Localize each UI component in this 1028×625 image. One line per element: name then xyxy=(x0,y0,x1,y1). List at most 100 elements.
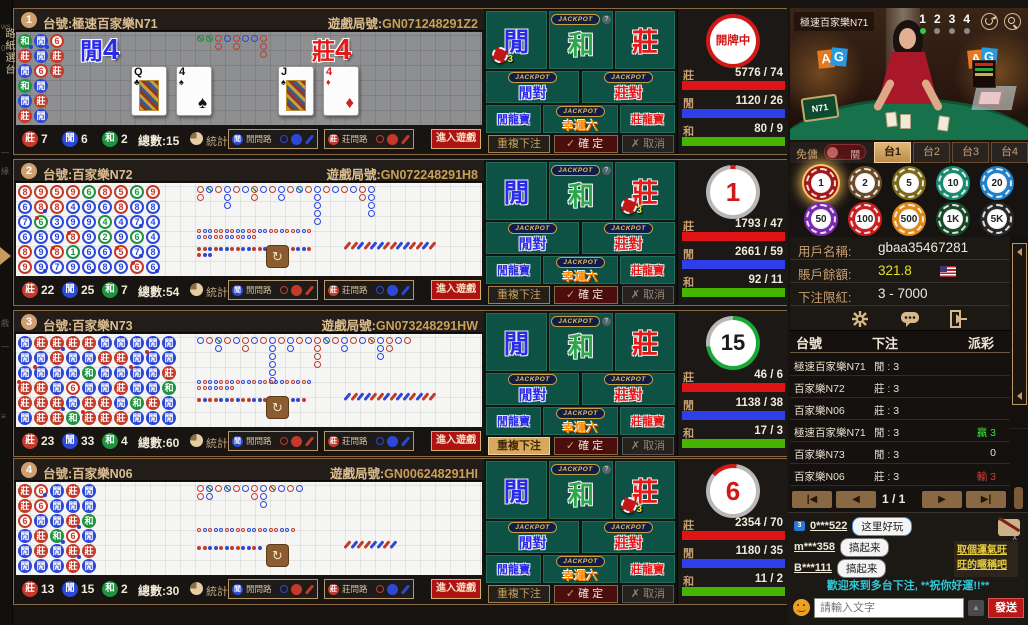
chip-50-button[interactable]: 50 xyxy=(804,202,838,236)
banker-ask-road-button[interactable]: 莊莊問路 xyxy=(324,280,414,300)
bet-banker-dragon-cell[interactable]: 莊龍寶 xyxy=(620,105,675,133)
help-icon[interactable]: ? xyxy=(601,465,611,474)
tab-table-2[interactable]: 台2 xyxy=(913,142,950,163)
chip-1K-button[interactable]: 1K xyxy=(936,202,970,236)
camera-4-button[interactable]: 4 xyxy=(963,12,970,34)
chip-5-button[interactable]: 5 xyxy=(892,166,926,200)
bet-tie-cell[interactable]: JACKPOT? 和 xyxy=(549,461,613,519)
chat-input[interactable] xyxy=(814,598,964,618)
cancel-button[interactable]: ✗ 取消 xyxy=(622,286,674,304)
player-ask-road-button[interactable]: 閒閒問路 xyxy=(228,431,318,451)
repeat-bet-button[interactable]: 重複下注 xyxy=(488,437,550,455)
enter-game-button[interactable]: 進入遊戲 xyxy=(431,280,481,300)
promo-close-icon[interactable]: x xyxy=(1012,532,1018,542)
nickname-promo[interactable]: x 取個運氣旺 旺的暱稱吧 xyxy=(954,532,1018,577)
cancel-button[interactable]: ✗ 取消 xyxy=(622,437,674,455)
repeat-bet-button[interactable]: 重複下注 xyxy=(488,286,550,304)
bet-banker-cell[interactable]: 莊 xyxy=(615,313,675,371)
bet-banker-pair-cell[interactable]: JACKPOT 莊對 xyxy=(582,71,675,103)
repeat-bet-button[interactable]: 重複下注 xyxy=(488,585,550,603)
chip-5K-button[interactable]: 5K xyxy=(980,202,1014,236)
help-icon[interactable]: ? xyxy=(601,317,611,326)
enter-game-button[interactable]: 進入遊戲 xyxy=(431,431,481,451)
chip-500-button[interactable]: 500 xyxy=(892,202,926,236)
banker-ask-road-button[interactable]: 莊莊問路 xyxy=(324,579,414,599)
chip-1-button[interactable]: 1 xyxy=(804,166,838,200)
statistics-label[interactable]: 統計 xyxy=(206,287,228,299)
zoom-icon[interactable] xyxy=(1004,13,1021,30)
player-ask-road-button[interactable]: 閒閒問路 xyxy=(228,579,318,599)
bet-tie-cell[interactable]: JACKPOT? 和 xyxy=(549,162,613,220)
player-ask-road-button[interactable]: 閒閒問路 xyxy=(228,280,318,300)
cancel-button[interactable]: ✗ 取消 xyxy=(622,135,674,153)
bet-tie-cell[interactable]: JACKPOT? 和 xyxy=(549,313,613,371)
tab-table-1[interactable]: 台1 xyxy=(874,142,911,163)
page-prev-button[interactable]: ◀ xyxy=(836,491,876,508)
settings-gear-icon[interactable] xyxy=(850,310,870,328)
enter-game-button[interactable]: 進入遊戲 xyxy=(431,579,481,599)
confirm-button[interactable]: ✓ 確定 xyxy=(554,585,618,603)
emoji-icon[interactable] xyxy=(793,599,810,616)
statistics-label[interactable]: 統計 xyxy=(206,136,228,148)
bet-banker-pair-cell[interactable]: JACKPOT 莊對 xyxy=(582,222,675,254)
statistics-label[interactable]: 統計 xyxy=(206,586,228,598)
page-first-button[interactable]: |◀ xyxy=(792,491,832,508)
page-last-button[interactable]: ▶| xyxy=(966,491,1006,508)
bet-tie-cell[interactable]: JACKPOT? 和 xyxy=(549,11,613,69)
refresh-icon[interactable] xyxy=(981,13,998,30)
bet-banker-pair-cell[interactable]: JACKPOT 莊對 xyxy=(582,373,675,405)
exit-door-icon[interactable] xyxy=(948,310,968,328)
shuffle-icon[interactable]: ↻ xyxy=(266,245,289,268)
bet-player-cell[interactable]: 閒 xyxy=(486,461,547,519)
bet-player-dragon-cell[interactable]: 閒龍寶 xyxy=(486,407,541,435)
help-icon[interactable]: ? xyxy=(601,15,611,24)
camera-1-button[interactable]: 1 xyxy=(919,12,926,34)
bet-player-pair-cell[interactable]: JACKPOT 閒對 xyxy=(486,521,579,553)
left-collapsed-rail[interactable]: ws 0 — 緣戲 — ≡ xyxy=(0,0,13,625)
bet-player-dragon-cell[interactable]: 閒龍寶 xyxy=(486,105,541,133)
bet-lucky-six-cell[interactable]: JACKPOT 幸運六 xyxy=(543,555,618,583)
bet-banker-dragon-cell[interactable]: 莊龍寶 xyxy=(620,256,675,284)
chip-10-button[interactable]: 10 xyxy=(936,166,970,200)
bet-lucky-six-cell[interactable]: JACKPOT 幸運六 xyxy=(543,407,618,435)
no-commission-toggle[interactable]: 關 xyxy=(824,144,866,161)
bet-lucky-six-cell[interactable]: JACKPOT 幸運六 xyxy=(543,105,618,133)
confirm-button[interactable]: ✓ 確定 xyxy=(554,437,618,455)
bet-banker-pair-cell[interactable]: JACKPOT 莊對 xyxy=(582,521,675,553)
shuffle-icon[interactable]: ↻ xyxy=(266,544,289,567)
camera-3-button[interactable]: 3 xyxy=(949,12,955,34)
bet-banker-dragon-cell[interactable]: 莊龍寶 xyxy=(620,555,675,583)
statistics-label[interactable]: 統計 xyxy=(206,438,228,450)
chip-100-button[interactable]: 100 xyxy=(848,202,882,236)
road-table-select-tab[interactable] xyxy=(1012,243,1027,405)
bet-player-cell[interactable]: 閒 xyxy=(486,313,547,371)
shuffle-icon[interactable]: ↻ xyxy=(266,396,289,419)
bet-player-pair-cell[interactable]: JACKPOT 閒對 xyxy=(486,373,579,405)
cancel-button[interactable]: ✗ 取消 xyxy=(622,585,674,603)
help-icon[interactable]: ? xyxy=(601,166,611,175)
page-next-button[interactable]: ▶ xyxy=(922,491,962,508)
camera-2-button[interactable]: 2 xyxy=(934,12,941,34)
player-ask-road-button[interactable]: 閒閒問路 xyxy=(228,129,318,149)
tab-table-4[interactable]: 台4 xyxy=(991,142,1028,163)
chat-bubble-icon[interactable] xyxy=(900,310,920,328)
bet-player-pair-cell[interactable]: JACKPOT 閒對 xyxy=(486,222,579,254)
collapse-chat-icon[interactable]: ▲ xyxy=(968,600,984,616)
enter-game-button[interactable]: 進入遊戲 xyxy=(431,129,481,149)
confirm-button[interactable]: ✓ 確定 xyxy=(554,286,618,304)
banker-ask-road-button[interactable]: 莊莊問路 xyxy=(324,129,414,149)
chat-mute-icon[interactable] xyxy=(998,517,1021,536)
bet-lucky-six-cell[interactable]: JACKPOT 幸運六 xyxy=(543,256,618,284)
bet-player-dragon-cell[interactable]: 閒龍寶 xyxy=(486,555,541,583)
bet-banker-cell[interactable]: 莊 xyxy=(615,11,675,69)
bet-player-pair-cell[interactable]: JACKPOT 閒對 xyxy=(486,71,579,103)
repeat-bet-button[interactable]: 重複下注 xyxy=(488,135,550,153)
chip-20-button[interactable]: 20 xyxy=(980,166,1014,200)
tab-table-3[interactable]: 台3 xyxy=(952,142,989,163)
bet-banker-dragon-cell[interactable]: 莊龍寶 xyxy=(620,407,675,435)
bet-player-cell[interactable]: 閒 xyxy=(486,162,547,220)
chip-2-button[interactable]: 2 xyxy=(848,166,882,200)
